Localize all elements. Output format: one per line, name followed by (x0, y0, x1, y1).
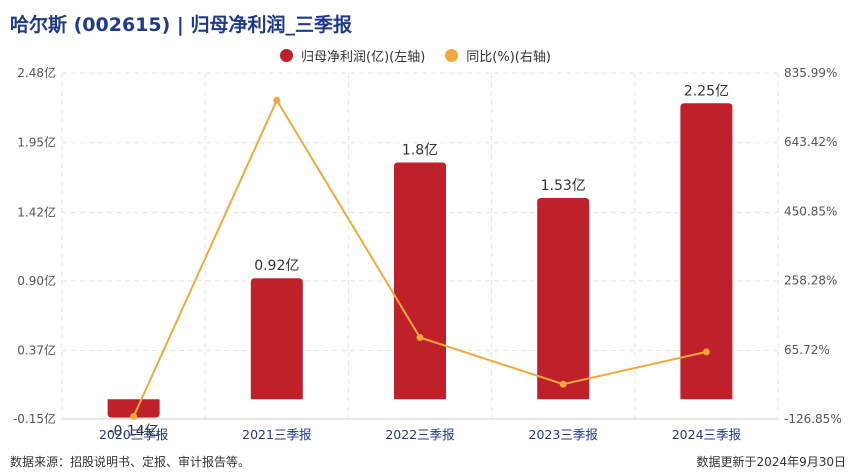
left-axis-tick-label: 0.37亿 (17, 343, 56, 358)
legend: 归母净利润(亿)(左轴) 同比(%)(右轴) (280, 46, 571, 65)
data-source-note: 数据来源：招股说明书、定报、审计报告等。 (10, 455, 251, 469)
yoy-point (559, 380, 567, 388)
left-axis-tick-label: 2.48亿 (17, 65, 56, 80)
bar-data-label: 0.92亿 (254, 258, 299, 274)
right-axis-tick-label: -126.85% (784, 412, 842, 426)
x-axis-category-label: 2021三季报 (242, 427, 312, 442)
right-axis-tick-label: 65.72% (784, 343, 830, 357)
left-axis-tick-label: 1.42亿 (17, 204, 56, 219)
left-axis-tick-label: 0.90亿 (17, 273, 56, 288)
bar-data-label: -0.14亿 (108, 424, 158, 440)
legend-bar-swatch (280, 49, 293, 62)
legend-bar-label: 归母净利润(亿)(左轴) (301, 50, 426, 65)
yoy-point (702, 348, 710, 356)
legend-line-label: 同比(%)(右轴) (466, 50, 551, 65)
bar (250, 278, 303, 400)
x-axis-category-label: 2020三季报 (99, 427, 169, 442)
right-axis-tick-label: 450.85% (784, 204, 837, 218)
yoy-point (416, 333, 424, 341)
legend-item-bar[interactable]: 归母净利润(亿)(左轴) (280, 46, 425, 65)
right-axis-tick-label: 835.99% (784, 66, 837, 80)
right-axis-tick-label: 643.42% (784, 135, 837, 149)
yoy-point (273, 96, 281, 104)
left-axis-tick-label: 1.95亿 (17, 135, 56, 150)
x-axis-category-label: 2024三季报 (672, 427, 742, 442)
bar (537, 197, 590, 400)
right-axis-tick-label: 258.28% (784, 274, 837, 288)
bar (680, 103, 733, 400)
legend-line-swatch (445, 49, 459, 62)
bar (394, 162, 446, 400)
x-axis-category-label: 2022三季报 (385, 427, 455, 442)
bar-data-label: 1.8亿 (402, 142, 438, 158)
bar-data-label: 2.25亿 (684, 83, 729, 99)
legend-item-line[interactable]: 同比(%)(右轴) (445, 46, 551, 65)
yoy-point (130, 413, 138, 421)
left-axis-tick-label: -0.15亿 (13, 411, 56, 426)
chart-title: 哈尔斯 (002615) | 归母净利润_三季报 (10, 14, 352, 36)
update-date-note: 数据更新于2024年9月30日 (696, 455, 846, 469)
bar (107, 399, 160, 418)
x-axis-category-label: 2023三季报 (529, 427, 599, 442)
bar-data-label: 1.53亿 (541, 178, 586, 194)
